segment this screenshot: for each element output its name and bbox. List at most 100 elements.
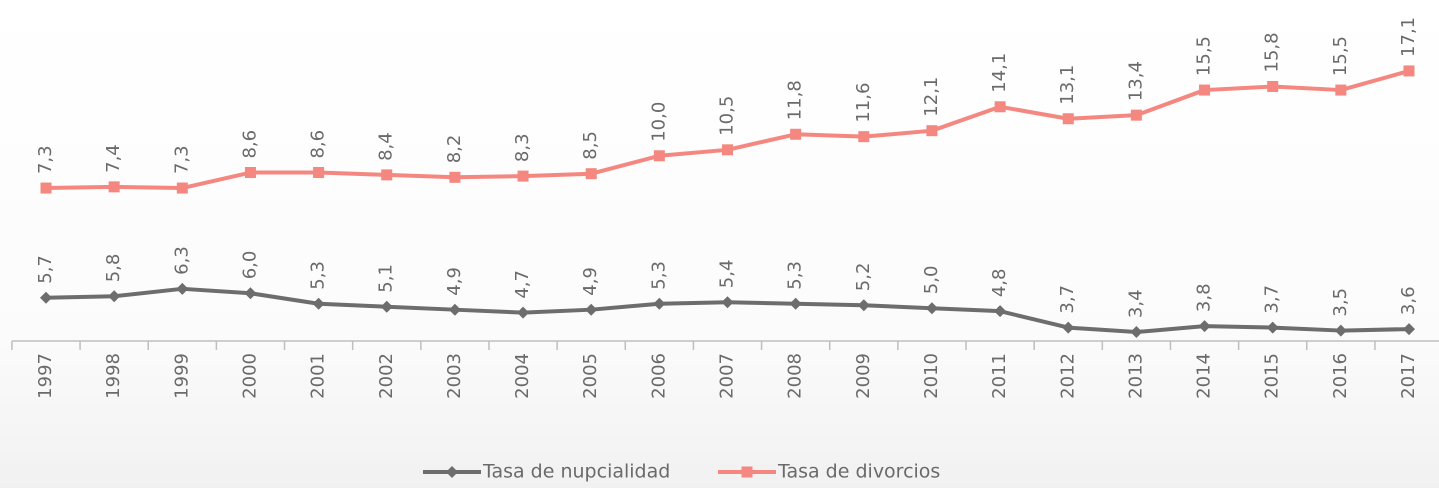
x-tick-label: 2008: [785, 353, 806, 399]
data-label: 5,3: [308, 261, 329, 290]
data-label: 3,6: [1398, 286, 1419, 315]
data-label: 11,6: [853, 83, 874, 123]
x-tick-label: 2015: [1262, 353, 1283, 399]
data-label: 5,0: [921, 266, 942, 295]
marker: [1062, 113, 1074, 125]
x-tick-label: 1998: [103, 353, 124, 399]
marker: [1403, 65, 1415, 77]
marker: [585, 303, 598, 316]
data-label: 15,5: [1330, 36, 1351, 76]
data-label: 3,7: [1262, 285, 1283, 314]
marker: [722, 144, 733, 156]
data-label: 13,4: [1125, 61, 1146, 101]
x-tick-label: 2001: [308, 353, 329, 399]
x-tick-label: 2006: [648, 353, 669, 399]
data-label: 5,4: [717, 260, 738, 289]
data-label: 5,8: [103, 254, 124, 283]
data-label: 10,5: [717, 96, 738, 136]
marker: [517, 170, 529, 182]
marker: [926, 125, 938, 137]
data-label: 7,4: [103, 144, 124, 173]
marker: [1267, 80, 1279, 92]
data-label: 7,3: [171, 145, 192, 174]
data-label: 8,3: [512, 133, 533, 162]
marker: [108, 290, 121, 303]
x-tick-label: 2013: [1125, 353, 1146, 399]
marker: [449, 171, 461, 183]
x-tick-label: 2000: [239, 353, 260, 399]
marker: [858, 131, 870, 143]
data-label: 14,1: [989, 53, 1010, 93]
marker: [994, 305, 1007, 318]
legend-marker: [741, 466, 753, 478]
marker: [381, 169, 393, 181]
x-tick-label: 2009: [853, 353, 874, 399]
data-label: 5,3: [785, 261, 806, 290]
legend-marker: [446, 466, 458, 478]
x-tick-label: 2010: [921, 353, 942, 399]
data-label: 8,4: [376, 132, 397, 161]
marker: [1335, 84, 1347, 96]
data-label: 4,9: [444, 267, 465, 296]
marker: [313, 167, 325, 179]
data-label: 12,1: [921, 77, 942, 117]
marker: [721, 296, 734, 309]
legend-label: Tasa de divorcios: [777, 461, 940, 483]
marker: [1198, 320, 1211, 333]
data-label: 5,7: [35, 255, 56, 284]
marker: [1403, 323, 1415, 336]
x-tick-label: 2014: [1194, 353, 1215, 399]
x-tick-label: 2002: [376, 353, 397, 399]
marker: [789, 297, 802, 310]
data-label: 3,4: [1125, 289, 1146, 318]
x-tick-label: 1999: [171, 353, 192, 399]
marker: [312, 297, 325, 310]
data-label: 3,5: [1330, 288, 1351, 317]
data-label: 4,8: [989, 269, 1010, 298]
data-label: 15,5: [1194, 36, 1215, 76]
marker: [40, 291, 52, 304]
marker: [994, 101, 1006, 113]
x-tick-label: 2017: [1398, 353, 1419, 399]
marker: [448, 303, 461, 316]
legend-label: Tasa de nupcialidad: [482, 461, 670, 483]
marker: [1130, 326, 1143, 339]
data-label: 10,0: [648, 102, 669, 142]
marker: [517, 306, 530, 319]
data-label: 6,3: [171, 246, 192, 275]
marker: [1062, 321, 1075, 334]
marker: [925, 302, 938, 315]
marker: [585, 168, 597, 180]
data-label: 7,3: [35, 145, 56, 174]
marker: [176, 182, 188, 194]
data-label: 5,1: [376, 264, 397, 293]
x-tick-label: 1997: [35, 353, 56, 399]
marker: [176, 282, 189, 295]
data-label: 6,0: [239, 251, 260, 280]
marker: [790, 128, 802, 140]
data-label: 5,3: [648, 261, 669, 290]
x-tick-label: 2016: [1330, 353, 1351, 399]
marker: [653, 297, 666, 310]
marker: [857, 299, 870, 312]
x-tick-label: 2003: [444, 353, 465, 399]
data-label: 13,1: [1057, 65, 1078, 105]
marker: [244, 287, 257, 300]
data-label: 5,2: [853, 263, 874, 292]
marker: [1266, 321, 1279, 334]
data-label: 3,8: [1194, 283, 1215, 312]
marker: [108, 181, 120, 193]
data-label: 3,7: [1057, 285, 1078, 314]
x-tick-label: 2005: [580, 353, 601, 399]
x-tick-label: 2007: [717, 353, 738, 399]
data-label: 8,6: [239, 130, 260, 159]
data-label: 4,7: [512, 270, 533, 299]
marker: [1199, 84, 1211, 96]
data-label: 4,9: [580, 267, 601, 296]
data-label: 11,8: [785, 80, 806, 120]
x-tick-label: 2011: [989, 353, 1010, 399]
marker: [244, 167, 256, 179]
x-tick-label: 2004: [512, 353, 533, 399]
data-label: 17,1: [1398, 17, 1419, 57]
